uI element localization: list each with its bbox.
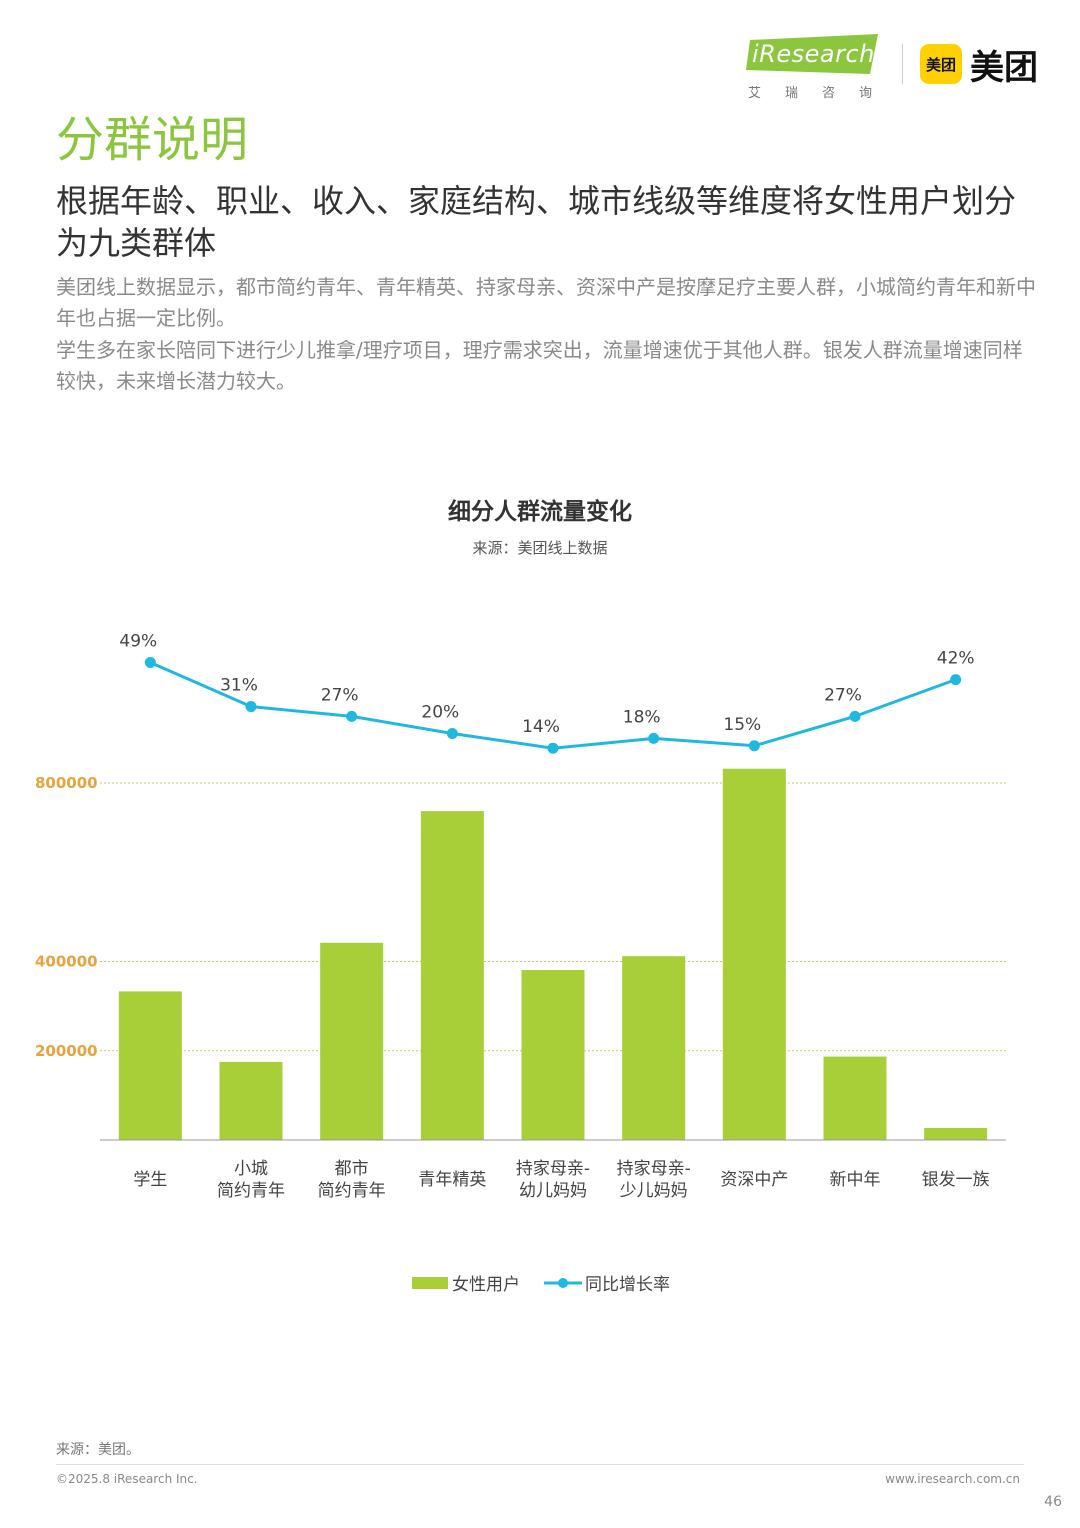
growth-data-label: 18% (623, 707, 661, 727)
x-tick-label: 新中年 (830, 1170, 881, 1190)
x-tick-label: 小城简约青年 (217, 1159, 285, 1201)
x-tick-label: 银发一族 (922, 1170, 990, 1190)
chart-source: 来源：美团线上数据 (472, 539, 608, 557)
legend-swatch-bar (412, 1277, 448, 1289)
iresearch-logo-subtext: 艾瑞咨询 (748, 86, 897, 101)
growth-data-label: 14% (522, 717, 560, 737)
copyright: ©2025.8 iResearch Inc. (56, 1472, 198, 1486)
growth-data-label: 31% (220, 676, 258, 696)
bar (118, 991, 182, 1140)
bar (320, 942, 384, 1140)
legend-label-bar: 女性用户 (452, 1275, 520, 1295)
meituan-logo-badge: 美团 (920, 44, 962, 84)
bar (722, 768, 786, 1140)
iresearch-logo-text: iResearch (752, 40, 875, 68)
page-title: 分群说明 (56, 112, 249, 168)
website: www.iresearch.com.cn (885, 1472, 1020, 1486)
meituan-logo-text: 美团 (970, 48, 1038, 88)
growth-point (144, 656, 156, 668)
page-number: 46 (1044, 1494, 1062, 1510)
legend-swatch-point (558, 1278, 568, 1288)
y-tick-label: 800000 (35, 774, 98, 792)
logo-divider (902, 44, 903, 84)
growth-point (346, 710, 358, 722)
x-tick-label: 都市简约青年 (318, 1159, 386, 1201)
growth-data-label: 27% (321, 685, 359, 705)
bar (420, 811, 484, 1140)
growth-point (849, 710, 861, 722)
bar (823, 1056, 887, 1140)
iresearch-logo: iResearch 艾瑞咨询 (746, 32, 886, 102)
growth-point (446, 728, 458, 739)
growth-data-label: 15% (723, 715, 761, 735)
y-tick-label: 400000 (35, 953, 98, 971)
page-subtitle: 根据年龄、职业、收入、家庭结构、城市线级等维度将女性用户划分为九类群体 (56, 182, 1017, 262)
legend-label-line: 同比增长率 (585, 1275, 670, 1295)
x-tick-label: 学生 (133, 1170, 167, 1190)
growth-point (648, 732, 660, 744)
x-tick-label: 持家母亲-幼儿妈妈 (516, 1159, 590, 1201)
growth-data-label: 42% (937, 649, 975, 669)
description-paragraph-1: 美团线上数据显示，都市简约青年、青年精英、持家母亲、资深中产是按摩足疗主要人群，… (56, 275, 1036, 330)
growth-data-label: 27% (824, 685, 862, 705)
growth-data-label: 49% (119, 631, 157, 651)
bar (924, 1127, 988, 1140)
growth-data-label: 20% (421, 703, 459, 723)
footer-divider (56, 1464, 1024, 1465)
chart-title: 细分人群流量变化 (448, 499, 632, 525)
x-tick-label: 资深中产 (720, 1170, 788, 1190)
description-paragraph-2: 学生多在家长陪同下进行少儿推拿/理疗项目，理疗需求突出，流量增速优于其他人群。银… (56, 338, 1023, 393)
bar (219, 1061, 283, 1140)
x-tick-label: 持家母亲-少儿妈妈 (617, 1159, 691, 1201)
x-tick-label: 青年精英 (418, 1170, 486, 1190)
growth-point (950, 674, 962, 686)
growth-point (547, 742, 559, 754)
growth-point (748, 740, 760, 752)
footer-source: 来源：美团。 (56, 1442, 140, 1458)
iresearch-badge-shape (746, 34, 878, 74)
growth-point (245, 701, 257, 713)
bar (622, 956, 686, 1140)
bar (521, 969, 585, 1140)
y-tick-label: 200000 (35, 1042, 98, 1060)
